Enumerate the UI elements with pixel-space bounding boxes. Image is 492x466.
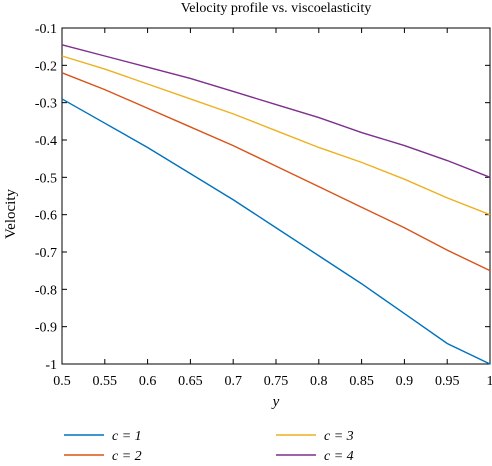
y-tick-label: -0.3 [35, 97, 57, 112]
x-tick-label: 0.95 [435, 374, 460, 389]
chart-title: Velocity profile vs. viscoelasticity [181, 1, 372, 16]
series-lines [61, 44, 491, 365]
plot-frame [61, 27, 491, 365]
x-tick-label: 0.6 [139, 374, 157, 389]
x-tick-label: 0.65 [178, 374, 203, 389]
axis-ticks: 0.5 0.55 0.6 0.65 0.7 0.75 0.8 0.85 0.9 0.95 1 -0.1… [35, 22, 492, 389]
plot-area [61, 27, 491, 365]
y-tick-label: -0.8 [35, 283, 57, 298]
legend-label-1: c = 1 [112, 429, 142, 444]
legend: c = 1 c = 2 c = 3 c = 4 [64, 429, 354, 464]
x-tick-label: 0.8 [310, 374, 328, 389]
x-tick-label: 1 [487, 374, 492, 389]
legend-label-2: c = 2 [112, 449, 142, 464]
y-tick-label: -0.2 [35, 59, 57, 74]
series-line-1 [61, 98, 491, 365]
y-tick-label: -0.6 [35, 209, 57, 224]
legend-label-4: c = 4 [324, 449, 354, 464]
x-tick-label: 0.75 [264, 374, 289, 389]
x-tick-label: 0.9 [396, 374, 414, 389]
x-tick-label: 0.85 [349, 374, 374, 389]
y-tick-label: -1 [45, 358, 57, 373]
y-tick-label: -0.4 [35, 134, 57, 149]
y-tick-label: -0.5 [35, 171, 57, 186]
x-axis-label: y [271, 394, 280, 410]
x-tick-label: 0.55 [93, 374, 118, 389]
y-axis-label: Velocity [3, 189, 19, 239]
series-line-4 [61, 44, 491, 178]
series-line-2 [61, 72, 491, 272]
series-line-3 [61, 55, 491, 216]
y-tick-label: -0.9 [35, 321, 57, 336]
y-tick-label: -0.7 [35, 246, 57, 261]
x-tick-label: 0.7 [224, 374, 242, 389]
y-tick-label: -0.1 [35, 22, 57, 37]
x-tick-label: 0.5 [53, 374, 71, 389]
legend-label-3: c = 3 [324, 429, 354, 444]
